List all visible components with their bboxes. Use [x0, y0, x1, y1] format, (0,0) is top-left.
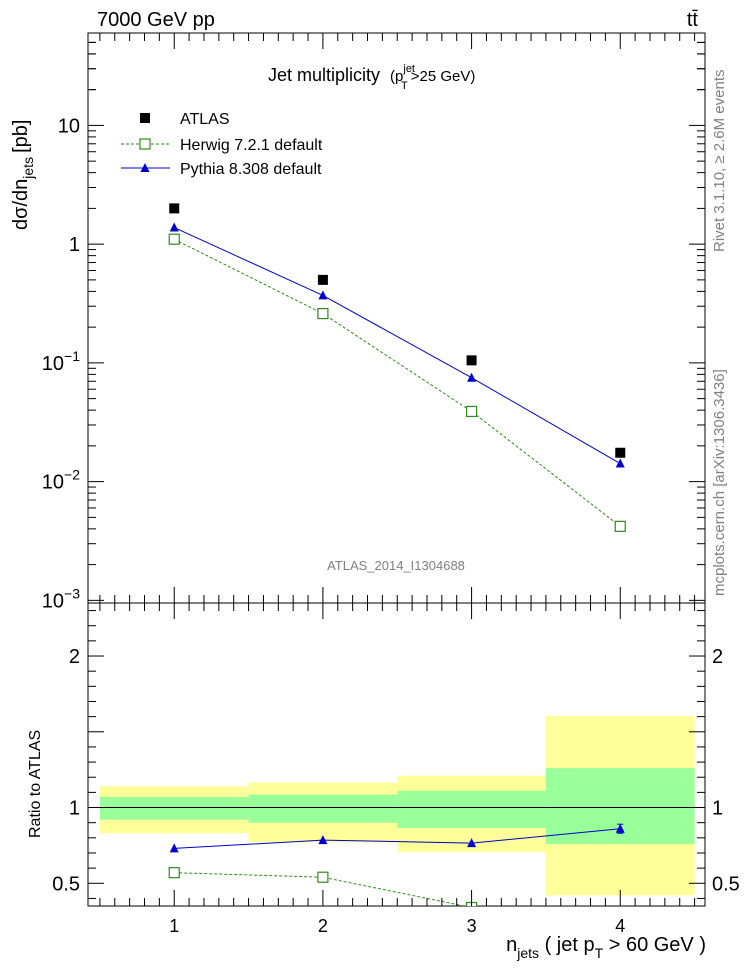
header-right: tt̄	[687, 9, 699, 31]
ratio-tick-label-left: 0.5	[52, 873, 80, 895]
ratio-tick-label-right: 2	[712, 646, 723, 668]
pythia-ratio-point	[318, 835, 328, 845]
tick-exponent: −2	[64, 467, 80, 483]
ratio-ylabel: Ratio to ATLAS	[27, 730, 44, 838]
x-tick-label: 4	[615, 916, 625, 936]
pythia-point	[467, 372, 477, 382]
main-panel: Jet multiplicity (pjet T>25 GeV) ATLAS_201…	[10, 32, 706, 612]
pythia-point	[318, 290, 328, 300]
ratio-tick-label-left: 1	[69, 798, 80, 820]
pythia-line	[174, 227, 621, 464]
atlas-point	[317, 274, 328, 285]
ratio-bands	[99, 715, 695, 896]
tick-exponent: −3	[64, 585, 80, 601]
legend-label-herwig: Herwig 7.2.1 default	[180, 137, 323, 154]
main-y-tick-label: 10−1	[42, 348, 80, 375]
chart-title: Jet multiplicity (pjet T>25 GeV)	[268, 63, 475, 92]
mcplots-label: mcplots.cern.ch [arXiv:1306.3436]	[711, 369, 728, 596]
x-tick-label: 1	[169, 916, 179, 936]
pythia-ratio-point	[467, 838, 477, 848]
series-atlas	[169, 203, 626, 458]
main-ylabel: dσ/dnjets[pb]	[10, 120, 36, 230]
herwig-point	[317, 308, 329, 320]
main-y-tick-label: 1	[69, 234, 80, 256]
legend-marker-pythia	[140, 163, 150, 172]
ratio-panel: Ratio to ATLAS njets ( jet pT > 60 GeV )…	[27, 602, 740, 961]
ratio-y-ticks: 0.5 0.5 1 1 2 2	[52, 610, 740, 899]
herwig-point	[614, 520, 626, 532]
analysis-watermark: ATLAS_2014_I1304688	[327, 558, 465, 573]
legend-label-atlas: ATLAS	[180, 111, 230, 128]
herwig-ratio-point	[168, 867, 180, 879]
ratio-tick-label-right: 1	[712, 798, 723, 820]
herwig-ratio-point	[317, 871, 329, 883]
ratio-tick-label-right: 0.5	[712, 873, 740, 895]
legend-marker-herwig	[139, 138, 151, 150]
inner-band-3	[397, 790, 546, 828]
tick-mantissa: 10	[42, 472, 64, 494]
legend-marker-atlas	[140, 113, 150, 123]
main-y-tick-label: 10	[58, 115, 80, 137]
pythia-ratio-point	[615, 823, 625, 833]
pythia-point	[615, 458, 625, 468]
main-y-tick-label: 10−2	[42, 467, 80, 494]
x-tick-label: 3	[467, 916, 477, 936]
ratio-series-pythia	[169, 823, 625, 853]
herwig-point	[168, 233, 180, 245]
legend: ATLAS Herwig 7.2.1 default Pythia 8.308 de…	[121, 111, 323, 178]
legend-label-pythia: Pythia 8.308 default	[180, 161, 322, 178]
tick-mantissa: 10	[42, 590, 64, 612]
atlas-point	[169, 203, 180, 214]
tick-exponent: −1	[64, 348, 80, 364]
herwig-point	[465, 405, 478, 418]
ratio-frame	[87, 602, 706, 907]
inner-band-2	[248, 794, 398, 823]
main-series	[168, 203, 626, 532]
x-axis-label: njets ( jet pT > 60 GeV )	[506, 934, 706, 961]
pythia-point	[169, 222, 179, 232]
tick-mantissa: 10	[58, 115, 80, 137]
pythia-ratio-point	[169, 843, 179, 853]
tick-mantissa: 10	[42, 353, 64, 375]
series-herwig	[168, 233, 626, 532]
tick-mantissa: 1	[69, 234, 80, 256]
herwig-line	[174, 238, 621, 527]
main-y-tick-label: 10−3	[42, 585, 80, 612]
pythia-ratio-line	[174, 828, 621, 849]
inner-band-1	[99, 796, 249, 820]
header-left: 7000 GeV pp	[97, 9, 215, 31]
series-pythia	[169, 222, 625, 468]
x-ticks: 1 2 3 4	[99, 33, 696, 936]
x-tick-label: 2	[318, 916, 328, 936]
ratio-tick-label-left: 2	[69, 646, 80, 668]
atlas-point	[615, 447, 626, 458]
atlas-point	[466, 355, 477, 366]
rivet-label: Rivet 3.1.10, ≥ 2.6M events	[711, 70, 728, 253]
